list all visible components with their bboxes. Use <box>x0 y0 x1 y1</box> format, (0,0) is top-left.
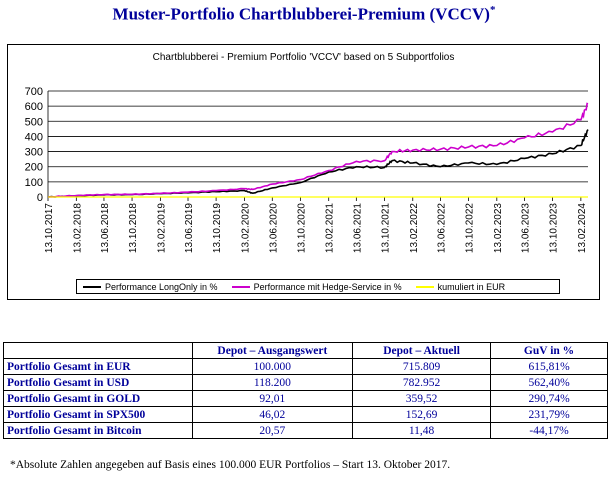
x-tick-label: 13.10.2017 <box>44 203 55 253</box>
x-tick-label: 13.10.2022 <box>464 203 475 253</box>
column-header: Depot – Aktuell <box>352 342 492 359</box>
row-label: Portfolio Gesamt in EUR <box>3 358 193 375</box>
footnote: *Absolute Zahlen angegeben auf Basis ein… <box>10 459 451 471</box>
y-tick-label: 100 <box>25 177 43 189</box>
series-line <box>47 102 589 198</box>
table-cell: 11,48 <box>352 422 492 439</box>
x-tick-label: 13.02.2023 <box>493 203 504 253</box>
table-row: Portfolio Gesamt in EUR 100.000 715.809 615… <box>3 358 608 375</box>
x-tick-label: 13.10.2019 <box>212 203 223 253</box>
x-tick-label: 13.06.2019 <box>184 203 195 253</box>
table-row: Portfolio Gesamt in GOLD 92,01 359,52 290,7… <box>3 390 608 407</box>
y-tick-label: 600 <box>25 101 43 113</box>
table-cell: -44,17% <box>490 422 608 439</box>
y-tick-label: 200 <box>25 162 43 174</box>
x-tick-label: 13.02.2022 <box>409 203 420 253</box>
page-title-text: Muster-Portfolio Chartblubberei-Premium … <box>112 4 490 24</box>
legend-item: Performance mit Hedge-Service in % <box>231 281 402 292</box>
portfolio-summary-table: Depot – Ausgangswert Depot – Aktuell GuV i… <box>3 342 608 439</box>
row-label: Portfolio Gesamt in GOLD <box>3 390 193 407</box>
legend-label: Performance mit Hedge-Service in % <box>253 281 402 292</box>
table-cell: 152,69 <box>352 406 492 423</box>
table-cell: 782.952 <box>352 374 492 391</box>
y-tick-label: 400 <box>25 131 43 143</box>
line-chart: 0 100 200 300 400 500 600 700 13.10.2017 13.02.20… <box>25 86 589 253</box>
table-cell: 92,01 <box>191 390 354 407</box>
x-tick-label: 13.06.2021 <box>352 203 363 253</box>
y-tick-label: 700 <box>25 86 43 98</box>
x-tick-label: 13.10.2020 <box>296 203 307 253</box>
row-label: Portfolio Gesamt in Bitcoin <box>3 422 193 439</box>
x-tick-label: 13.10.2023 <box>549 203 560 253</box>
legend-swatch <box>83 285 101 288</box>
x-tick-label: 13.02.2019 <box>156 203 167 253</box>
x-tick-label: 13.06.2018 <box>100 203 111 253</box>
x-tick-label: 13.02.2024 <box>577 203 588 253</box>
legend-item: kumuliert in EUR <box>415 281 506 292</box>
table-cell: 46,02 <box>191 406 354 423</box>
y-tick-label: 500 <box>25 116 43 128</box>
legend-item: Performance LongOnly in % <box>83 282 218 292</box>
legend-swatch <box>231 285 250 288</box>
x-tick-label: 13.10.2021 <box>380 203 391 253</box>
table-cell: 100.000 <box>191 358 354 375</box>
table-cell: 715.809 <box>352 358 492 375</box>
table-row: Portfolio Gesamt in SPX500 46,02 152,69 231… <box>3 406 608 423</box>
column-header: GuV in % <box>490 342 608 359</box>
x-tick-label: 13.02.2021 <box>325 203 336 253</box>
x-tick-label: 13.06.2022 <box>436 203 447 253</box>
row-label: Portfolio Gesamt in SPX500 <box>3 406 193 423</box>
table-row: Portfolio Gesamt in USD 118.200 782.952 562… <box>3 374 608 391</box>
table-row: Portfolio Gesamt in Bitcoin 20,57 11,48 -44… <box>3 422 608 439</box>
y-tick-label: 0 <box>37 192 43 204</box>
chart-title: Chartblubberei - Premium Portfolio 'VCCV… <box>152 52 455 63</box>
table-cell: 359,52 <box>352 390 492 407</box>
x-tick-label: 13.02.2018 <box>72 203 83 253</box>
legend-label: kumuliert in EUR <box>437 281 506 292</box>
table-cell: 231,79% <box>490 406 608 423</box>
table-cell: 290,74% <box>490 390 608 407</box>
legend-label: Performance LongOnly in % <box>105 281 218 292</box>
x-tick-label: 13.10.2018 <box>128 203 139 253</box>
table-header-row: Depot – Ausgangswert Depot – Aktuell GuV i… <box>3 342 608 359</box>
table-cell: 562,40% <box>490 374 608 391</box>
header-cell-empty <box>3 342 193 359</box>
table-cell: 615,81% <box>490 358 608 375</box>
page-title: Muster-Portfolio Chartblubberei-Premium … <box>0 4 608 25</box>
row-label: Portfolio Gesamt in USD <box>3 374 193 391</box>
x-tick-label: 13.06.2023 <box>520 203 531 253</box>
x-tick-label: 13.06.2020 <box>268 203 279 253</box>
table-cell: 20,57 <box>191 422 354 439</box>
column-header: Depot – Ausgangswert <box>191 342 354 359</box>
y-tick-label: 300 <box>25 147 43 159</box>
legend-swatch <box>415 285 434 288</box>
chart-container: Chartblubberei - Premium Portfolio 'VCCV… <box>7 44 600 300</box>
table-body: Portfolio Gesamt in EUR 100.000 715.809 615… <box>3 358 608 439</box>
table-cell: 118.200 <box>191 374 354 391</box>
x-tick-label: 13.02.2020 <box>240 203 251 253</box>
chart-legend: Performance LongOnly in % Performance mit… <box>76 279 560 294</box>
page-title-mark: * <box>489 4 496 16</box>
series-line <box>47 129 589 198</box>
